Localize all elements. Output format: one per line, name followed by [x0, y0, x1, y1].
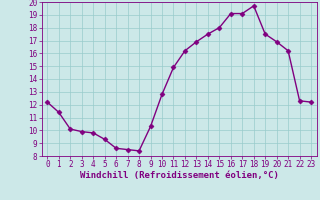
X-axis label: Windchill (Refroidissement éolien,°C): Windchill (Refroidissement éolien,°C): [80, 171, 279, 180]
